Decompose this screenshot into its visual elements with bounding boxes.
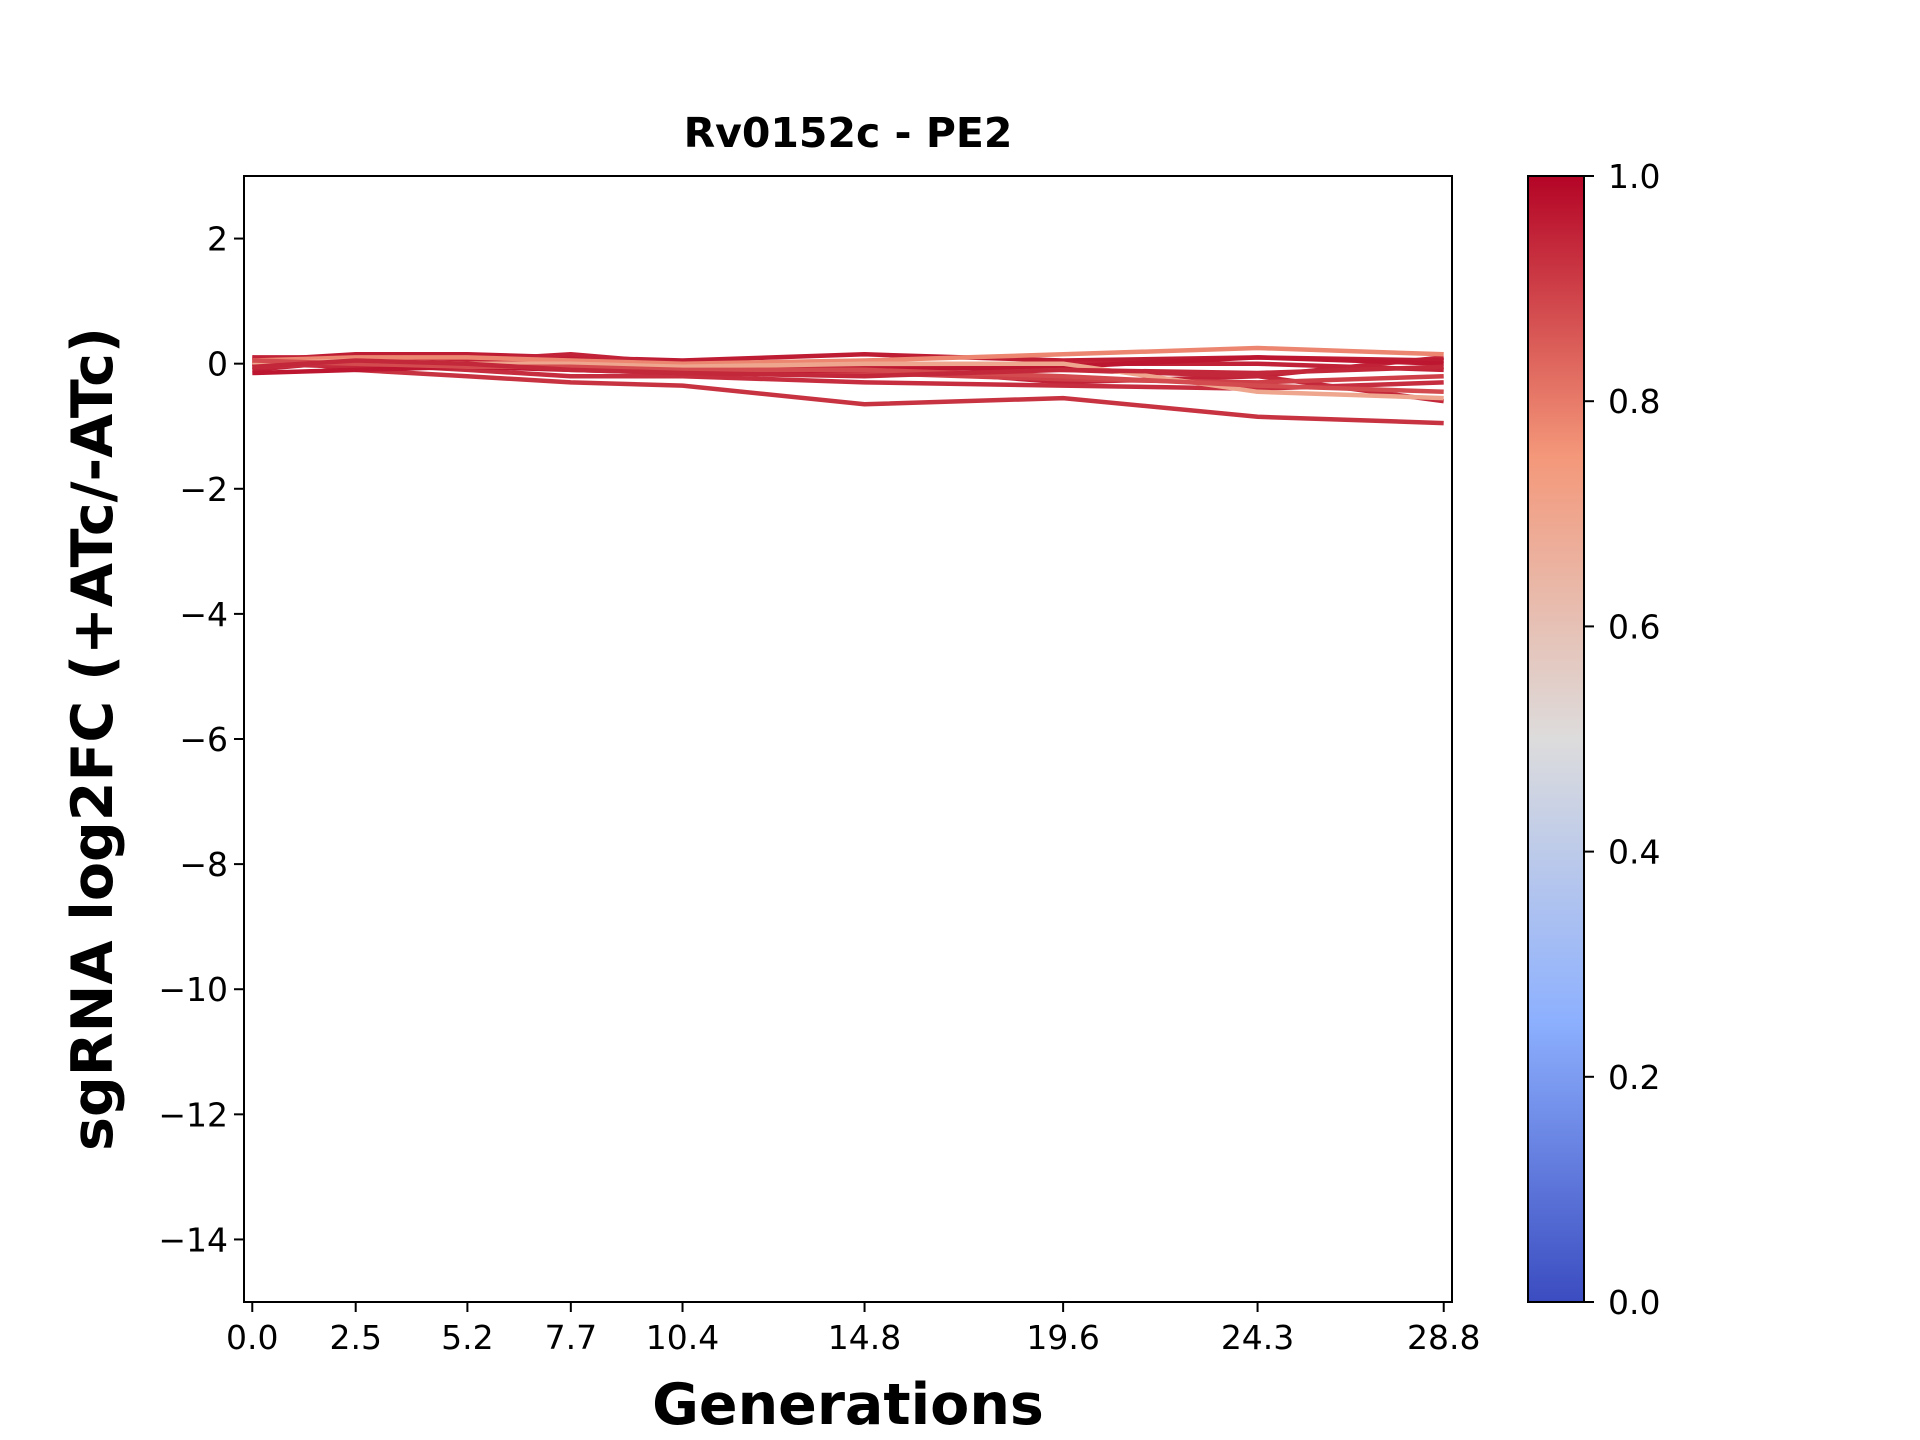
colorbar-tick-label: 1.0 [1608,157,1660,196]
x-tick-label: 10.4 [646,1318,719,1357]
colorbar-tick-label: 0.8 [1608,382,1660,421]
x-tick-label: 14.8 [828,1318,901,1357]
x-tick-label: 0.0 [226,1318,278,1357]
y-tick-label: −2 [179,470,228,509]
y-axis-label: sgRNA log2FC (+ATc/-ATc) [60,327,126,1151]
x-tick-label: 28.8 [1407,1318,1480,1357]
series-line-12 [252,358,1444,379]
series-line-11 [252,358,1444,395]
y-tick-label: 0 [207,345,228,384]
x-axis-label: Generations [652,1372,1044,1438]
y-tick-label: −14 [158,1220,228,1259]
y-tick-label: −8 [179,845,228,884]
y-tick-label: 2 [207,220,228,259]
plot-area [244,176,1452,1302]
colorbar-tick-label: 0.6 [1608,607,1660,646]
x-tick-label: 19.6 [1026,1318,1099,1357]
y-tick-label: −4 [179,595,228,634]
colorbar-ticks: 0.0 0.2 0.4 0.6 0.8 1.0 [1584,157,1660,1322]
x-tick-label: 2.5 [329,1318,381,1357]
colorbar [1527,175,1585,1303]
x-tick-label: 24.3 [1221,1318,1294,1357]
y-tick-label: −6 [179,720,228,759]
x-tick-label: 7.7 [545,1318,597,1357]
x-axis: 0.0 2.5 5.2 7.7 10.4 14.8 19.6 24.3 28.8 [226,1302,1480,1357]
chart-title: Rv0152c - PE2 [684,109,1013,157]
colorbar-tick-label: 0.2 [1608,1058,1660,1097]
colorbar-tick-label: 0.0 [1608,1283,1660,1322]
series-lines [252,345,1444,426]
y-tick-label: −12 [158,1095,228,1134]
colorbar-tick-label: 0.4 [1608,833,1660,872]
x-tick-label: 5.2 [441,1318,493,1357]
series-line-2 [252,355,1444,426]
y-axis: 2 0 −2 −4 −6 −8 −10 −12 −14 [158,220,244,1259]
series-line-9 [252,345,1444,366]
y-tick-label: −10 [158,970,228,1009]
